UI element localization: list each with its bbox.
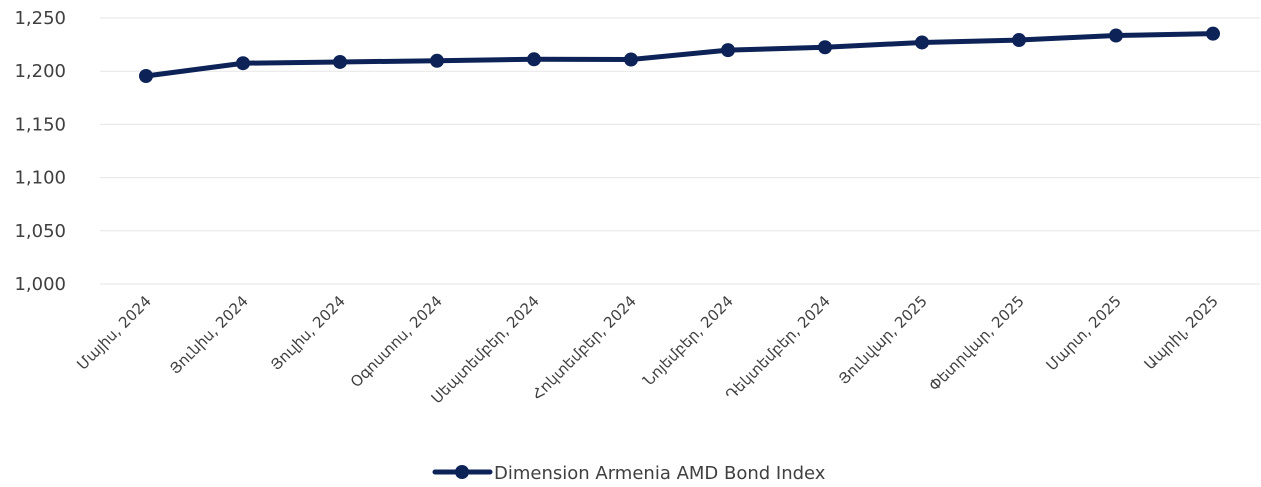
y-tick-label: 1,250 — [14, 8, 66, 29]
data-point — [139, 68, 153, 83]
data-point — [1206, 26, 1220, 41]
x-tick-label: Յունվար, 2025 — [835, 292, 931, 388]
y-tick-label: 1,150 — [14, 114, 66, 135]
y-axis: 1,000 1,050 1,100 1,150 1,200 1,250 — [14, 8, 66, 295]
data-point — [721, 43, 735, 58]
x-tick-label: Օգոստոս, 2024 — [347, 292, 446, 391]
data-point — [1109, 28, 1123, 43]
series-group — [139, 26, 1220, 83]
data-point — [333, 54, 347, 69]
legend: Dimension Armenia AMD Bond Index — [432, 463, 826, 484]
legend-marker-swatch — [455, 465, 469, 479]
data-point — [527, 52, 541, 67]
x-tick-label: Սեպտեմբեր, 2024 — [428, 292, 543, 407]
x-tick-label: Մարտ, 2025 — [1043, 292, 1125, 374]
x-tick-label: Դեկտեմբեր, 2024 — [722, 292, 834, 404]
series-line — [143, 31, 1216, 79]
y-tick-label: 1,000 — [14, 274, 66, 295]
x-tick-label: Մայիս, 2024 — [73, 292, 155, 374]
legend-label: Dimension Armenia AMD Bond Index — [494, 463, 826, 484]
data-point — [236, 56, 250, 71]
y-tick-label: 1,100 — [14, 168, 66, 189]
x-tick-label: Փետրվար, 2025 — [925, 292, 1028, 395]
gridlines — [100, 17, 1260, 285]
data-point — [1012, 33, 1026, 48]
y-tick-label: 1,200 — [14, 61, 66, 82]
x-tick-label: Յուլիս, 2024 — [267, 292, 349, 374]
x-tick-label: Հոկտեմբեր, 2024 — [528, 292, 639, 403]
data-point — [915, 35, 929, 50]
data-point — [818, 40, 832, 55]
x-tick-label: Յունիս, 2024 — [166, 292, 252, 378]
x-tick-label: Ապրիլ, 2025 — [1141, 292, 1222, 373]
x-tick-label: Նոյեմբեր, 2024 — [639, 292, 736, 389]
y-tick-label: 1,050 — [14, 221, 66, 242]
data-point — [624, 52, 638, 67]
x-axis: Մայիս, 2024 Յունիս, 2024 Յուլիս, 2024Օգոստ… — [73, 292, 1222, 407]
data-point — [430, 53, 444, 68]
